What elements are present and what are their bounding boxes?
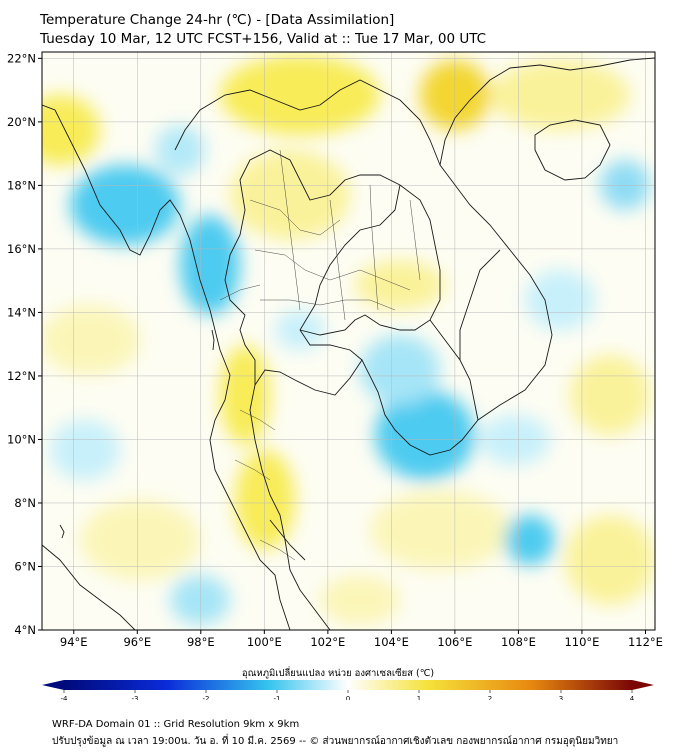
latitude-tick-label: 12°N <box>7 369 36 383</box>
longitude-tick-label: 104°E <box>374 635 409 649</box>
longitude-tick-label: 94°E <box>60 635 88 649</box>
colorbar: -4 -3 -2 -1 0 1 2 3 4 <box>42 680 654 700</box>
longitude-tick-label: 112°E <box>628 635 663 649</box>
colorbar-tick-label: 0 <box>346 695 350 700</box>
latitude-tick-labels: 22°N 20°N 18°N 16°N 14°N 12°N 10°N 8°N 6°N 4°N <box>7 51 42 637</box>
latitude-tick-label: 14°N <box>7 305 36 319</box>
colorbar-tick-label: 4 <box>630 695 635 700</box>
latitude-tick-label: 6°N <box>14 559 36 573</box>
longitude-tick-label: 98°E <box>187 635 215 649</box>
latitude-tick-label: 16°N <box>7 242 36 256</box>
coastlines-and-borders <box>42 57 655 630</box>
longitude-tick-label: 108°E <box>501 635 536 649</box>
temperature-field <box>42 55 655 625</box>
colorbar-max-arrow <box>632 680 654 690</box>
chart-subtitle: Tuesday 10 Mar, 12 UTC FCST+156, Valid a… <box>40 31 487 47</box>
colorbar-tick-label: -3 <box>132 695 139 700</box>
latitude-tick-label: 4°N <box>14 623 36 637</box>
chart-title: Temperature Change 24-hr (℃) - [Data Ass… <box>40 12 395 28</box>
latitude-tick-label: 22°N <box>7 51 36 65</box>
colorbar-tick-label: 1 <box>417 695 421 700</box>
latitude-tick-label: 20°N <box>7 115 36 129</box>
footer-model-info: WRF-DA Domain 01 :: Grid Resolution 9km … <box>52 719 300 730</box>
latitude-tick-label: 10°N <box>7 432 36 446</box>
longitude-tick-label: 96°E <box>123 635 151 649</box>
colorbar-tick-labels: -4 -3 -2 -1 0 1 2 3 4 <box>61 690 635 700</box>
colorbar-gradient <box>64 680 632 690</box>
latitude-tick-label: 18°N <box>7 178 36 192</box>
temperature-change-map: 94°E 96°E 98°E 100°E 102°E 104°E 106°E 108°E 110… <box>7 51 663 700</box>
map-frame <box>41 51 656 631</box>
longitude-tick-label: 106°E <box>437 635 472 649</box>
longitude-tick-labels: 94°E 96°E 98°E 100°E 102°E 104°E 106°E 108°E 110… <box>60 630 663 649</box>
colorbar-tick-label: 3 <box>559 695 563 700</box>
colorbar-tick-label: 2 <box>488 695 492 700</box>
longitude-tick-label: 110°E <box>564 635 599 649</box>
colorbar-min-arrow <box>42 680 64 690</box>
latitude-tick-label: 8°N <box>14 496 36 510</box>
map-gridlines <box>42 52 655 630</box>
colorbar-tick-label: -1 <box>274 695 281 700</box>
colorbar-tick-label: -2 <box>203 695 210 700</box>
longitude-tick-label: 102°E <box>310 635 345 649</box>
colorbar-label: อุณหภูมิเปลี่ยนแปลง หน่วย องศาเซลเซียส (… <box>241 668 435 679</box>
colorbar-tick-label: -4 <box>61 695 69 700</box>
longitude-tick-label: 100°E <box>247 635 282 649</box>
footer-credit: ปรับปรุงข้อมูล ณ เวลา 19:00น. วัน อ. ที่… <box>52 736 619 747</box>
